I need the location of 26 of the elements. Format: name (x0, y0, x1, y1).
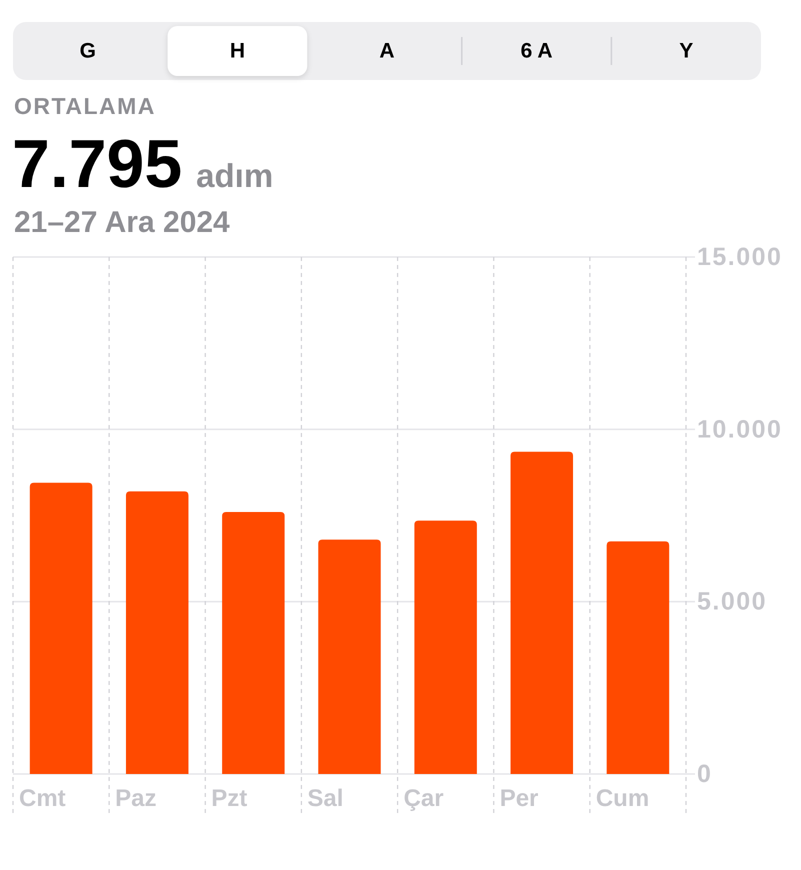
chart-subtitle: 7.795 adım (12, 126, 274, 202)
text: 6 A (520, 40, 553, 62)
bar (414, 520, 477, 774)
x-tick-label: Cmt (19, 785, 66, 812)
y-tick-label: 5.000 (697, 588, 768, 616)
text: Y (679, 40, 694, 62)
text: 21–27 Ara 2024 (14, 206, 230, 239)
bar (222, 512, 285, 774)
bar (606, 541, 670, 774)
bar (318, 540, 381, 774)
bar (30, 482, 92, 774)
x-tick-label: Cum (596, 785, 650, 812)
y-tick-label: 15.000 (697, 243, 782, 271)
x-tick-label: Per (500, 785, 538, 812)
x-tick-label: Paz (115, 785, 156, 812)
text: A (379, 40, 395, 62)
x-tick-label: Sal (307, 785, 344, 812)
text: H (230, 40, 245, 62)
text: G (80, 40, 96, 62)
y-tick-label: 0 (697, 760, 712, 788)
chart-title: ORTALAMA (14, 93, 156, 119)
x-tick-label: Pzt (211, 785, 248, 812)
bar (126, 491, 188, 774)
y-tick-label: 10.000 (697, 415, 782, 444)
x-tick-label: Çar (404, 785, 444, 812)
bar (510, 452, 574, 774)
